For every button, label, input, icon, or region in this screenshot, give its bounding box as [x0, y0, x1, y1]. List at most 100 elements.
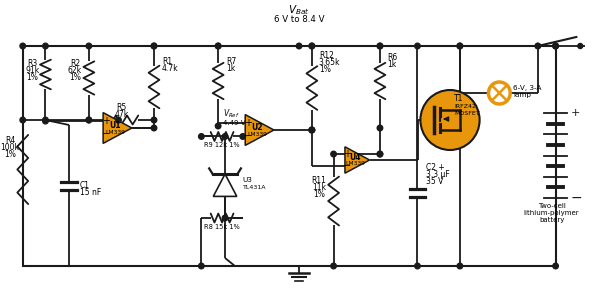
- Circle shape: [86, 117, 92, 123]
- Text: 62k: 62k: [68, 66, 82, 75]
- Text: −: −: [244, 131, 252, 141]
- Text: 4.7k: 4.7k: [162, 64, 179, 73]
- Circle shape: [309, 43, 314, 49]
- Circle shape: [43, 43, 48, 49]
- Text: U3: U3: [243, 177, 253, 183]
- Polygon shape: [213, 174, 237, 196]
- Circle shape: [20, 117, 26, 123]
- Circle shape: [199, 263, 204, 269]
- Circle shape: [457, 43, 463, 49]
- Circle shape: [151, 43, 157, 49]
- Text: U2: U2: [251, 123, 263, 132]
- Circle shape: [86, 117, 92, 123]
- Text: R9 12k 1%: R9 12k 1%: [204, 143, 240, 149]
- Text: $V_{Bat}$: $V_{Bat}$: [288, 3, 310, 17]
- Text: R6: R6: [387, 53, 397, 62]
- Text: 100k: 100k: [1, 143, 19, 152]
- Text: 3.65k: 3.65k: [319, 58, 340, 67]
- Circle shape: [222, 134, 228, 139]
- Circle shape: [377, 151, 383, 157]
- Circle shape: [151, 43, 157, 49]
- Circle shape: [199, 134, 204, 139]
- Circle shape: [535, 43, 541, 49]
- Text: LM339: LM339: [247, 132, 268, 137]
- Text: 1%: 1%: [313, 190, 325, 199]
- Text: TL431A: TL431A: [243, 185, 266, 190]
- Circle shape: [309, 43, 314, 49]
- Text: R8 15k 1%: R8 15k 1%: [204, 224, 240, 230]
- Circle shape: [377, 43, 383, 49]
- Circle shape: [309, 127, 314, 133]
- Circle shape: [151, 117, 157, 123]
- Text: R4: R4: [5, 136, 15, 145]
- Circle shape: [377, 125, 383, 131]
- Circle shape: [377, 43, 383, 49]
- Circle shape: [377, 151, 383, 157]
- Polygon shape: [245, 115, 274, 145]
- Circle shape: [421, 90, 479, 150]
- Circle shape: [43, 117, 48, 123]
- Text: lamp: lamp: [513, 92, 531, 98]
- Text: +: +: [244, 118, 252, 128]
- Text: R11: R11: [311, 176, 326, 185]
- Circle shape: [215, 123, 221, 129]
- Circle shape: [309, 127, 314, 133]
- Text: MOSFET: MOSFET: [454, 111, 479, 116]
- Text: 91k: 91k: [26, 66, 40, 75]
- Circle shape: [553, 263, 559, 269]
- Text: R5: R5: [116, 103, 127, 112]
- Text: lithium-polymer: lithium-polymer: [524, 210, 580, 216]
- Circle shape: [215, 43, 221, 49]
- Circle shape: [86, 43, 92, 49]
- Text: battery: battery: [539, 217, 565, 223]
- Circle shape: [457, 263, 463, 269]
- Text: −: −: [102, 130, 110, 139]
- Text: C2 +: C2 +: [427, 163, 445, 172]
- Circle shape: [415, 263, 420, 269]
- Text: 6 V to 8.4 V: 6 V to 8.4 V: [274, 14, 324, 24]
- Circle shape: [151, 125, 157, 131]
- Text: 15 nF: 15 nF: [80, 188, 101, 197]
- Circle shape: [309, 127, 314, 133]
- Text: 1k: 1k: [226, 64, 235, 73]
- Text: R2: R2: [70, 59, 80, 68]
- Circle shape: [222, 215, 228, 221]
- Circle shape: [535, 43, 541, 48]
- Text: 3.3 μF: 3.3 μF: [427, 170, 450, 179]
- Text: 35 V: 35 V: [427, 177, 444, 186]
- Text: −: −: [343, 160, 352, 170]
- Circle shape: [488, 82, 510, 104]
- Text: T1: T1: [454, 94, 463, 103]
- Text: R12: R12: [319, 51, 334, 60]
- Circle shape: [215, 43, 221, 49]
- Polygon shape: [345, 147, 370, 173]
- Text: R1: R1: [162, 57, 172, 66]
- Circle shape: [240, 134, 245, 139]
- Circle shape: [43, 118, 48, 124]
- Text: 4.49 V: 4.49 V: [223, 120, 245, 126]
- Text: IRFZ42: IRFZ42: [454, 104, 476, 109]
- Text: +: +: [102, 116, 110, 126]
- Circle shape: [553, 43, 559, 49]
- Text: 1%: 1%: [26, 73, 38, 82]
- Text: −: −: [571, 191, 582, 205]
- Polygon shape: [103, 113, 132, 143]
- Text: 1k: 1k: [387, 60, 396, 69]
- Text: C1: C1: [80, 181, 90, 190]
- Text: 47k: 47k: [115, 110, 128, 119]
- Text: 1%: 1%: [319, 65, 331, 74]
- Text: 11k: 11k: [312, 183, 326, 192]
- Circle shape: [116, 117, 121, 123]
- Circle shape: [415, 43, 420, 49]
- Text: R3: R3: [28, 59, 38, 68]
- Circle shape: [296, 43, 302, 49]
- Circle shape: [331, 151, 337, 157]
- Text: 1%: 1%: [4, 150, 16, 159]
- Circle shape: [457, 43, 463, 49]
- Circle shape: [20, 43, 26, 49]
- Text: LM339: LM339: [346, 161, 365, 166]
- Circle shape: [331, 263, 337, 269]
- Text: +: +: [343, 149, 352, 159]
- Text: $V_{Ref}$: $V_{Ref}$: [223, 108, 240, 120]
- Text: U4: U4: [350, 153, 361, 162]
